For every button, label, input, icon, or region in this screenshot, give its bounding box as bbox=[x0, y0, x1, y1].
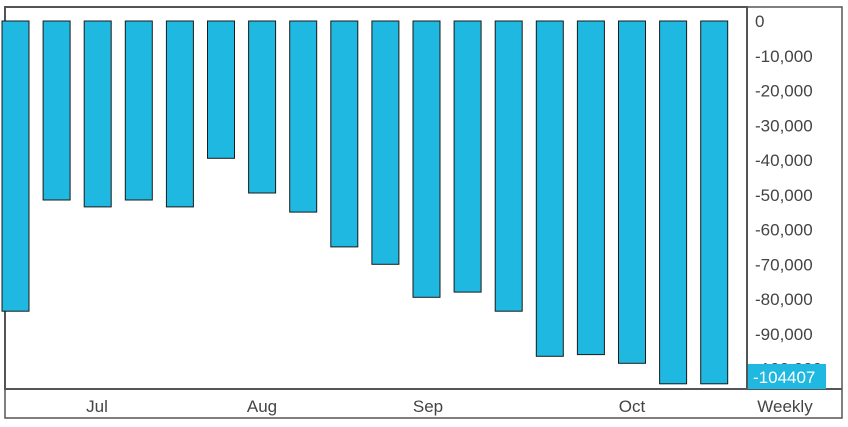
bar-series bbox=[1, 20, 729, 385]
bar-8 bbox=[289, 20, 318, 213]
y-tick-label: -70,000 bbox=[755, 255, 813, 274]
bar-13 bbox=[494, 20, 523, 312]
bar-14 bbox=[535, 20, 564, 357]
bar-17 bbox=[659, 20, 688, 385]
bar-5 bbox=[165, 20, 194, 208]
bar-7 bbox=[248, 20, 277, 194]
bar-11 bbox=[412, 20, 441, 298]
bar-10 bbox=[371, 20, 400, 265]
y-tick-label: -10,000 bbox=[755, 47, 813, 66]
bar-3 bbox=[83, 20, 112, 208]
last-value-badge bbox=[748, 364, 826, 389]
x-tick-label-aug: Aug bbox=[247, 397, 277, 416]
bar-18 bbox=[700, 20, 729, 385]
y-tick-label: -40,000 bbox=[755, 151, 813, 170]
last-value-label: -104407 bbox=[753, 368, 815, 387]
x-tick-label-oct: Oct bbox=[619, 397, 646, 416]
bar-9 bbox=[330, 20, 359, 248]
last-value-marker: -104407 bbox=[748, 364, 826, 389]
bar-15 bbox=[576, 20, 605, 356]
y-tick-label: 0 bbox=[755, 12, 764, 31]
bar-2 bbox=[42, 20, 71, 201]
bar-4 bbox=[124, 20, 153, 201]
y-tick-label: -30,000 bbox=[755, 116, 813, 135]
y-tick-label: -80,000 bbox=[755, 290, 813, 309]
x-tick-label-sep: Sep bbox=[413, 397, 443, 416]
y-axis-ticks: 0 -10,000 -20,000 -30,000 -40,000 -50,000 -60,… bbox=[755, 12, 822, 379]
y-tick-label: -60,000 bbox=[755, 221, 813, 240]
bar-12 bbox=[453, 20, 482, 293]
y-tick-label: -20,000 bbox=[755, 82, 813, 101]
x-axis-ticks: Jul Aug Sep Oct bbox=[86, 397, 645, 416]
period-label: Weekly bbox=[757, 397, 813, 416]
bar-16 bbox=[618, 20, 646, 364]
y-tick-label: -50,000 bbox=[755, 186, 813, 205]
y-tick-label: -90,000 bbox=[755, 325, 813, 344]
bar-6 bbox=[207, 20, 235, 159]
bar-1 bbox=[1, 20, 30, 312]
x-tick-label-jul: Jul bbox=[86, 397, 108, 416]
